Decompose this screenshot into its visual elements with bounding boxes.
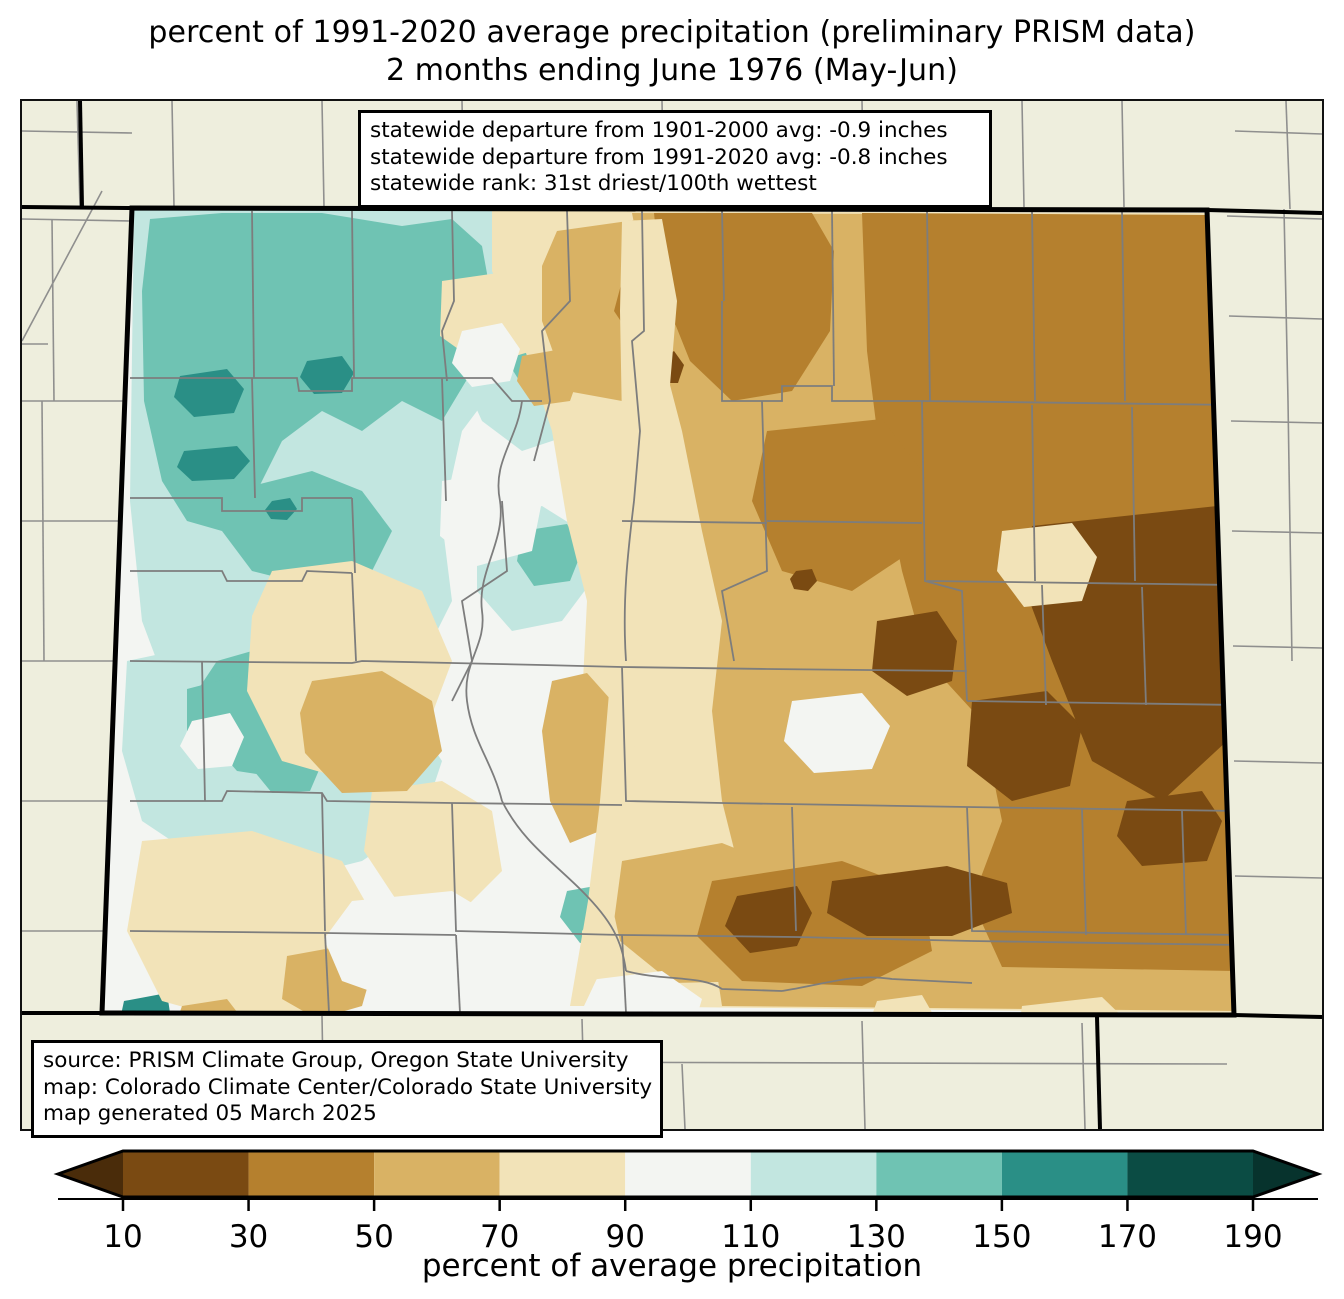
precip-pocket-nc-2: [997, 523, 1097, 607]
precip-band-30-50-ne: [654, 213, 834, 401]
precip-band-150-170-c: [177, 446, 250, 481]
county-borders: [129, 210, 1234, 1014]
precip-band-150-170-g: [118, 993, 172, 1015]
precip-band-130-150-nw-b: [222, 471, 392, 586]
precip-contour-field: [102, 208, 1234, 1015]
precip-band-10-30-j: [1158, 709, 1202, 741]
colorbar-band: [625, 1151, 751, 1197]
source-line: source: PRISM Climate Group, Oregon Stat…: [43, 1048, 629, 1073]
colorbar-tick-label: 150: [972, 1219, 1031, 1253]
colorbar-band: [1001, 1151, 1128, 1197]
title-line-1: percent of 1991-2020 average precipitati…: [148, 15, 1196, 50]
precip-pocket-se-2: [870, 995, 934, 1015]
precip-band-10-30-a: [872, 611, 957, 696]
source-credits-box: source: PRISM Climate Group, Oregon Stat…: [31, 1040, 663, 1138]
colorbar-band: [876, 1151, 1002, 1197]
precip-band-10-30-b: [967, 691, 1082, 801]
colorbar-band: [750, 1151, 877, 1197]
colorbar-tick-label: 30: [229, 1219, 268, 1253]
neighbor-state-borders: [22, 101, 1322, 1129]
precip-band-150-170-b: [300, 356, 354, 394]
statewide-stats-box: statewide departure from 1901-2000 avg: …: [358, 110, 992, 208]
precip-pocket-se-3: [574, 971, 702, 1015]
stat-statewide-rank: statewide rank: 31st driest/100th wettes…: [370, 171, 817, 196]
colorbar-tick-label: 90: [605, 1219, 644, 1253]
colorbar-band: [499, 1151, 626, 1197]
colorbar-tick-label: 10: [103, 1219, 142, 1253]
precip-band-10-30-i: [790, 569, 817, 591]
precip-band-10-30-d: [1117, 791, 1222, 866]
colorbar-tick-label: 130: [847, 1219, 906, 1253]
precip-pocket-w-1: [440, 471, 542, 566]
stat-departure-1901-2000: statewide departure from 1901-2000 avg: …: [370, 118, 948, 143]
stat-departure-1991-2020: statewide departure from 1991-2020 avg: …: [370, 144, 948, 170]
colorbar-ticks: 10 30 50 70 90 110 130 150 170 190: [58, 1198, 1318, 1253]
colorado-precipitation-map: [22, 101, 1322, 1129]
colorbar-outline: [53, 1149, 1323, 1199]
precip-band-50-70-c2: [517, 349, 580, 406]
precip-band-30-50-c: [752, 419, 922, 591]
colorbar-tick-label: 70: [480, 1219, 519, 1253]
precip-band-10-30-f: [827, 866, 1012, 936]
precip-pocket-w-3: [180, 713, 244, 769]
colorbar-svg: 10 30 50 70 90 110 130 150 170 190: [53, 1149, 1323, 1253]
colorbar-container: 10 30 50 70 90 110 130 150 170 190: [0, 1143, 1344, 1299]
precip-frontrange-band: [570, 219, 677, 1006]
precip-pocket-nc-1: [784, 693, 890, 773]
map-frame: [20, 99, 1324, 1131]
precip-pocket-w-2: [452, 323, 520, 387]
page-title: percent of 1991-2020 average precipitati…: [0, 14, 1344, 90]
title-line-2: 2 months ending June 1976 (May-Jun): [385, 53, 959, 88]
colorbar-arrow-low: [58, 1151, 123, 1197]
colorbar-band: [123, 1151, 249, 1197]
colorbar-band: [374, 1151, 500, 1197]
colorbar-tick-label: 170: [1098, 1219, 1157, 1253]
colorbar-band: [248, 1151, 375, 1197]
precip-band-70-90-w3: [364, 781, 502, 911]
precip-band-150-170-d: [265, 498, 297, 520]
colorbar-band: [1127, 1151, 1253, 1197]
colorbar-arrow-high: [1253, 1151, 1318, 1197]
precip-band-50-70-w1: [300, 671, 442, 793]
colorbar-tick-label: 110: [721, 1219, 780, 1253]
map-generated-line: map generated 05 March 2025: [43, 1101, 377, 1126]
map-credit-line: map: Colorado Climate Center/Colorado St…: [43, 1074, 653, 1100]
colorbar-bands: [53, 1149, 1323, 1199]
colorbar-tick-label: 50: [354, 1219, 393, 1253]
colorbar-axis-label: percent of average precipitation: [421, 1248, 923, 1284]
precip-band-150-170-a: [174, 369, 244, 417]
colorbar-tick-label: 190: [1223, 1219, 1282, 1253]
